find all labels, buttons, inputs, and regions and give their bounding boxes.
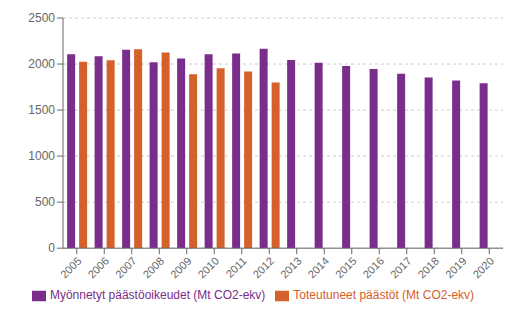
svg-text:2017: 2017 (388, 255, 414, 281)
svg-text:1000: 1000 (28, 149, 55, 163)
svg-text:2011: 2011 (223, 255, 248, 280)
svg-text:2015: 2015 (333, 255, 359, 281)
svg-text:2000: 2000 (28, 57, 55, 71)
svg-text:2016: 2016 (360, 255, 386, 281)
svg-text:2005: 2005 (58, 255, 84, 281)
html-text:Toteutuneet päästöt (Mt CO2-ek: Toteutuneet päästöt (Mt CO2-ekv) (293, 288, 475, 303)
html-text:Myönnetyt päästöoikeudet (Mt C: Myönnetyt päästöoikeudet (Mt CO2-ekv) (49, 288, 266, 303)
svg-text:2009: 2009 (168, 255, 194, 281)
svg-text:2013: 2013 (278, 255, 304, 281)
svg-text:500: 500 (35, 195, 55, 209)
svg-text:2008: 2008 (140, 255, 166, 281)
svg-text:2012: 2012 (250, 255, 276, 281)
svg-text:2018: 2018 (415, 255, 441, 281)
svg-text:2007: 2007 (113, 255, 139, 281)
svg-text:1500: 1500 (28, 103, 55, 117)
svg-text:2500: 2500 (28, 11, 55, 25)
svg-text:2019: 2019 (443, 255, 469, 281)
svg-text:2020: 2020 (470, 255, 496, 281)
svg-text:2014: 2014 (305, 255, 331, 281)
svg-text:2010: 2010 (195, 255, 221, 281)
svg-text:0: 0 (48, 241, 55, 255)
svg-text:2006: 2006 (85, 255, 111, 281)
